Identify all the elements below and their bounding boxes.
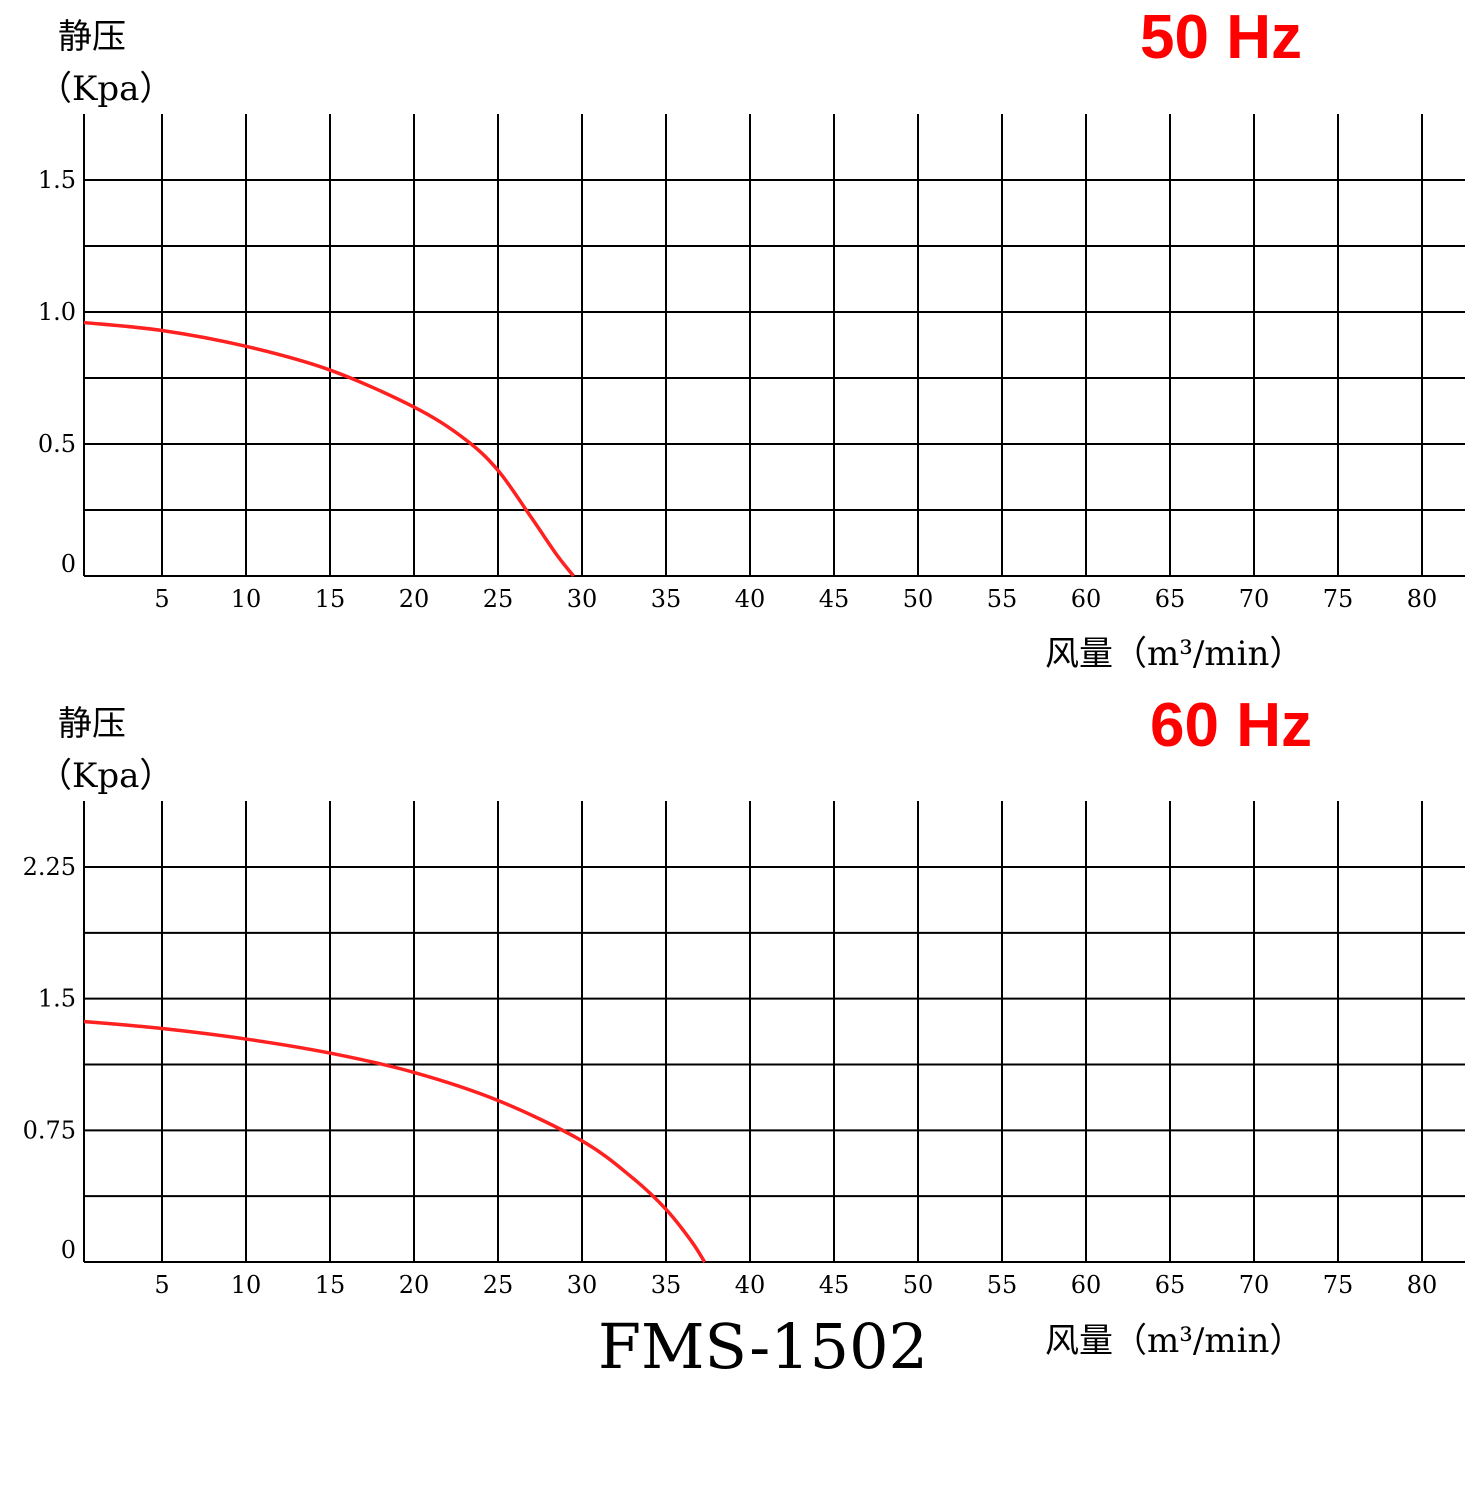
curve-50hz	[83, 320, 575, 578]
x-tick-label: 20	[399, 1271, 430, 1299]
x-tick-label: 40	[735, 1271, 766, 1299]
y-tick-label: 0.5	[38, 430, 76, 458]
x-tick-label: 25	[483, 1271, 514, 1299]
x-tick-label: 30	[567, 1271, 598, 1299]
x-tick-label: 15	[315, 1271, 346, 1299]
curve-60hz	[83, 1019, 707, 1263]
y-tick-label: 1.5	[38, 166, 76, 194]
y-tick-label: 0	[61, 1236, 76, 1264]
y-ticks-50hz: 0 0.5 1.0 1.5	[38, 166, 76, 578]
x-tick-label: 30	[567, 585, 598, 613]
x-tick-label: 60	[1071, 1271, 1102, 1299]
y-axis-label-line1: 静压	[58, 704, 126, 744]
y-axis-label-line2: （Kpa）	[38, 756, 173, 796]
frequency-label: 50 Hz	[1140, 3, 1302, 72]
x-tick-label: 45	[819, 585, 850, 613]
model-label: FMS-1502	[598, 1310, 928, 1383]
x-tick-label: 55	[987, 1271, 1018, 1299]
chart-60hz: 静压 （Kpa） 60 Hz 5 10 15 20 25 30 35 40 45 50 55 60 65…	[23, 691, 1465, 1361]
y-tick-label: 0	[61, 550, 76, 578]
x-tick-label: 25	[483, 585, 514, 613]
grid-50hz	[83, 114, 1465, 577]
y-tick-label: 2.25	[23, 853, 76, 881]
y-axis-label-line2: （Kpa）	[38, 69, 173, 109]
x-tick-label: 15	[315, 585, 346, 613]
x-ticks-50hz: 5 10 15 20 25 30 35 40 45 50 55 60 65 70 75 80	[154, 585, 1437, 613]
frequency-label: 60 Hz	[1150, 691, 1312, 760]
x-tick-label: 50	[903, 1271, 934, 1299]
x-tick-label: 20	[399, 585, 430, 613]
x-tick-label: 10	[231, 1271, 262, 1299]
x-tick-label: 75	[1323, 1271, 1354, 1299]
y-ticks-60hz: 0 0.75 1.5 2.25	[23, 853, 76, 1264]
x-tick-label: 65	[1155, 585, 1186, 613]
x-tick-label: 5	[154, 1271, 169, 1299]
x-tick-label: 80	[1407, 1271, 1438, 1299]
x-ticks-60hz: 5 10 15 20 25 30 35 40 45 50 55 60 65 70 75 80	[154, 1271, 1437, 1299]
x-tick-label: 40	[735, 585, 766, 613]
x-tick-label: 80	[1407, 585, 1438, 613]
x-tick-label: 50	[903, 585, 934, 613]
x-axis-label: 风量（m³/min）	[1045, 1321, 1303, 1361]
x-tick-label: 75	[1323, 585, 1354, 613]
x-tick-label: 10	[231, 585, 262, 613]
x-tick-label: 35	[651, 585, 682, 613]
x-tick-label: 45	[819, 1271, 850, 1299]
grid-60hz	[83, 801, 1465, 1263]
x-tick-label: 35	[651, 1271, 682, 1299]
y-tick-label: 1.0	[38, 298, 76, 326]
x-tick-label: 65	[1155, 1271, 1186, 1299]
chart-50hz: 静压 （Kpa） 50 Hz 5 10 15 20 25 30 35 40 45 50 55 60 65…	[38, 3, 1465, 674]
x-tick-label: 55	[987, 585, 1018, 613]
x-tick-label: 70	[1239, 585, 1270, 613]
x-tick-label: 70	[1239, 1271, 1270, 1299]
y-tick-label: 0.75	[23, 1116, 76, 1144]
x-tick-label: 5	[154, 585, 169, 613]
y-tick-label: 1.5	[38, 985, 76, 1013]
y-axis-label-line1: 静压	[58, 17, 126, 57]
x-tick-label: 60	[1071, 585, 1102, 613]
x-axis-label: 风量（m³/min）	[1045, 634, 1303, 674]
